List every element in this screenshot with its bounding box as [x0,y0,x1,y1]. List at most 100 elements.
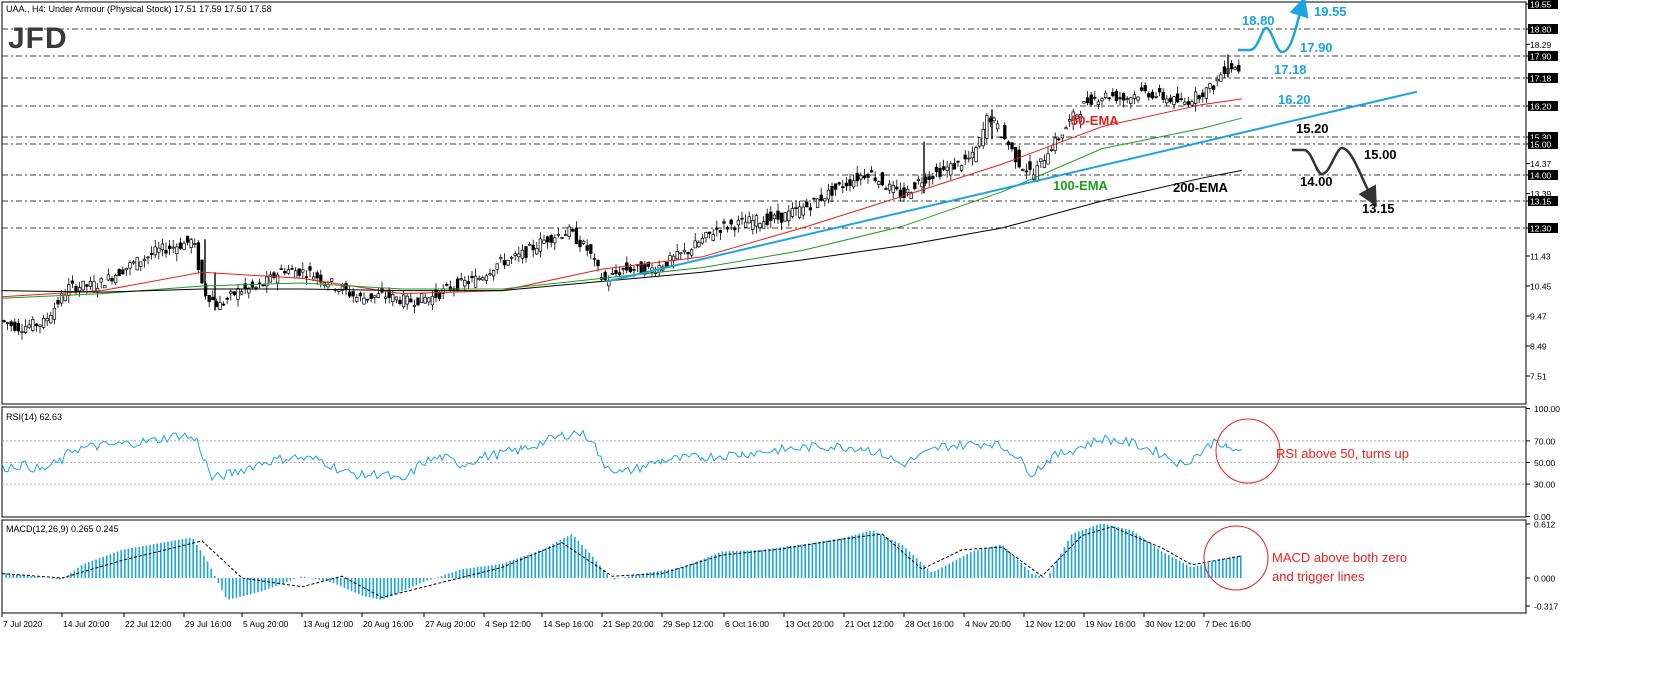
candle-body [664,262,669,267]
candle-body [149,253,154,255]
x-tick-label: 7 Dec 16:00 [1205,619,1251,629]
candle-body [365,298,370,301]
candle-body [513,253,517,257]
candle-body [959,165,964,171]
candle-body [1089,94,1093,105]
candle-body [218,301,222,310]
candle-body [1222,66,1227,74]
candle-body [974,147,978,163]
candle-body [103,285,107,289]
y-tick-label: 14.00 [1530,171,1552,181]
candle-body [1172,96,1176,105]
macd-signal-path [1,526,1243,598]
candle-body [419,293,424,304]
candle-body [545,236,550,243]
candle-body [751,219,755,230]
candle-body [52,307,57,320]
candle-body [297,268,301,276]
candle-body [527,243,532,246]
candle-body [121,269,125,275]
candle-body [509,256,514,259]
x-tick-label: 4 Sep 12:00 [485,619,531,629]
candle-body [243,283,247,289]
candle-body [434,289,438,298]
candle-body [423,297,427,304]
ema-line-50-ema [1,98,1243,298]
candle-body [1035,165,1039,182]
candle-body [193,243,197,245]
candle-body [956,160,960,163]
candle-body [1003,125,1007,140]
candle-body [520,249,525,259]
candle-body [272,272,276,279]
candle-body [733,227,737,231]
candle-body [1237,65,1241,72]
candle-body [167,245,172,250]
candle-body [682,249,687,253]
candle-body [700,237,705,244]
price-annotation: 15.00 [1364,147,1397,162]
candle-body [560,237,564,239]
y-tick-label: 9.47 [1530,312,1547,322]
candle-body [592,258,597,260]
candle-body [697,241,701,248]
candle-body [1006,141,1011,146]
macd-annotation-line-1: MACD above both zero [1272,550,1407,565]
candle-body [913,182,917,190]
candle-body [229,291,233,294]
macd-annotation-line-2: and trigger lines [1272,569,1365,584]
candle-body [794,207,798,209]
candle-body [16,322,21,332]
candle-body [225,298,229,300]
y-tick-label: 16.20 [1530,102,1552,112]
candle-body [153,246,157,256]
candle-body [1071,111,1075,125]
y-tick-label: 8.49 [1530,342,1547,352]
candle-body [139,261,143,267]
x-tick-label: 4 Nov 20:00 [965,619,1011,629]
candle-body [999,136,1003,139]
x-tick-label: 19 Nov 16:00 [1085,619,1136,629]
candle-body [1161,92,1165,100]
candle-body [88,280,93,287]
candle-body [686,252,690,255]
candle-body [628,266,633,273]
candle-body [815,198,820,209]
candle-body [837,182,841,185]
candle-body [715,227,719,230]
candle-body [571,229,575,232]
candle-body [553,237,557,244]
candle-body [927,176,931,180]
x-tick-label: 20 Aug 16:00 [363,619,413,629]
candle-body [783,212,787,222]
candle-body [394,296,399,301]
x-tick-label: 22 Jul 12:00 [125,619,172,629]
y-tick-bg [1528,101,1558,111]
candle-body [895,186,899,190]
x-tick-label: 7 Jul 2020 [3,619,42,629]
candle-body [1179,98,1183,101]
candle-body [67,284,71,296]
candle-body [131,261,136,264]
candle-body [56,299,60,305]
y-tick-label: 11.43 [1530,252,1551,262]
candle-body [1060,134,1065,139]
candle-body [502,259,507,266]
candle-body [1107,97,1111,100]
candle-body [495,263,499,270]
price-annotation: 16.20 [1278,92,1311,107]
macd-y-tick-label: 0.000 [1534,574,1556,584]
trendline [606,90,1418,283]
rsi-grid [2,440,1526,485]
candle-body [200,259,204,284]
candle-body [74,285,78,293]
candle-body [45,318,49,322]
candle-body [135,257,139,271]
y-tick-bg [1528,196,1558,206]
candle-body [178,242,183,249]
x-tick-label: 21 Oct 12:00 [845,619,894,629]
candle-body [437,291,442,299]
candle-body [1154,96,1158,98]
candle-body [1204,87,1209,99]
x-tick-label: 13 Oct 20:00 [785,619,834,629]
